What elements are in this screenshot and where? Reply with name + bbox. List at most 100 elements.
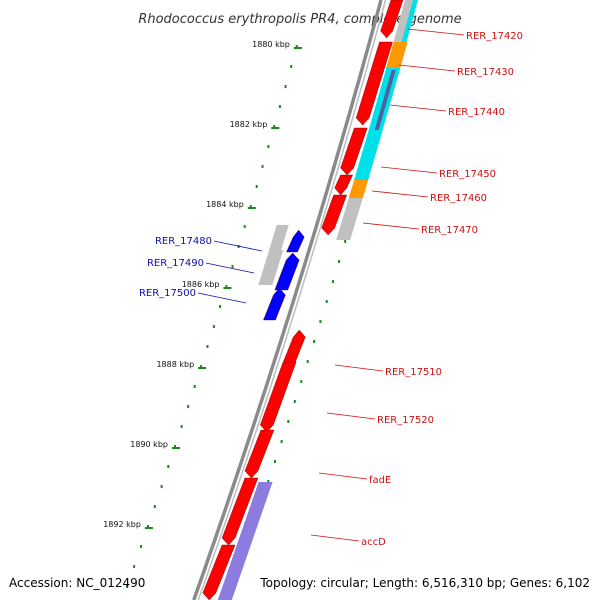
- tick-dot-right: [300, 380, 303, 383]
- tick-dot-left: [231, 265, 234, 268]
- tick-dot-left: [193, 385, 196, 388]
- tick-dot-left: [206, 345, 209, 348]
- tick-dot-right: [306, 360, 309, 363]
- kbp-label: 1880 kbp: [252, 40, 290, 49]
- tick-dot-left: [126, 585, 129, 588]
- tick-dot-left: [200, 365, 203, 368]
- kbp-label: 1882 kbp: [230, 120, 268, 129]
- gene-feature: [202, 544, 236, 600]
- gene-label: accD: [361, 537, 386, 548]
- tick-dot-left: [225, 285, 228, 288]
- tick-dot-right: [325, 300, 328, 303]
- gene-feature: [334, 174, 353, 196]
- tick-dot-left: [261, 165, 264, 168]
- gene-label: RER_17430: [457, 67, 514, 78]
- feature-band: [348, 180, 369, 198]
- leader-line: [318, 472, 368, 480]
- tick-dot-right: [280, 440, 283, 443]
- gene-feature: [340, 127, 368, 176]
- feature-band: [393, 0, 414, 42]
- gene-label: RER_17470: [421, 225, 478, 236]
- tick-dot-right: [313, 340, 316, 343]
- gene-label: RER_17490: [147, 258, 204, 269]
- tick-dot-left: [290, 65, 293, 68]
- tick-dot-left: [212, 325, 215, 328]
- tick-dot-left: [174, 445, 176, 448]
- tick-dot-left: [187, 405, 190, 408]
- gene-feature: [380, 0, 404, 39]
- genome-backbone: [192, 0, 387, 600]
- gene-feature: [355, 41, 393, 126]
- tick-dot-left: [180, 425, 183, 428]
- leader-line: [380, 166, 438, 174]
- kbp-label: 1892 kbp: [103, 520, 141, 529]
- leader-line: [389, 104, 447, 112]
- accession-text: Accession: NC_012490: [9, 576, 145, 590]
- feature-band: [374, 70, 396, 130]
- gene-feature: [244, 429, 275, 479]
- kbp-scale: 1880 kbp 1882 kbp 1884 kbp 1886 kbp 1888 kbp…: [103, 40, 302, 529]
- tick-dot-right: [331, 280, 334, 283]
- gene-feature: [221, 477, 259, 546]
- kbp-label: 1888 kbp: [156, 360, 194, 369]
- backbone-line-outer: [192, 0, 383, 600]
- leader-line: [213, 240, 263, 252]
- gene-label: RER_17510: [385, 367, 442, 378]
- tick-dot-left: [273, 125, 276, 128]
- tick-dot-right: [344, 240, 347, 243]
- gene-labels-left: RER_17480 RER_17490 RER_17500: [139, 236, 212, 299]
- gene-label: RER_17520: [377, 415, 434, 426]
- leader-line: [362, 222, 420, 230]
- gene-labels-right: RER_17420 RER_17430 RER_17440 RER_17450 RER_…: [361, 31, 523, 548]
- gene-feature: [321, 194, 347, 236]
- tick-dot-left: [295, 45, 298, 48]
- leader-line: [205, 262, 255, 274]
- feature-band: [336, 198, 363, 240]
- kbp-label: 1886 kbp: [182, 280, 220, 289]
- tick-dot-right: [274, 460, 276, 463]
- gene-label-leaders: [197, 28, 465, 542]
- feature-band: [269, 225, 289, 250]
- feature-band: [258, 250, 284, 285]
- leader-line: [398, 64, 456, 72]
- tick-dot-left: [219, 305, 222, 308]
- gene-label: RER_17460: [430, 193, 487, 204]
- tick-dot-left: [160, 485, 163, 488]
- tick-dot-right: [338, 260, 341, 263]
- gene-label: RER_17450: [439, 169, 496, 180]
- tick-dot-left: [249, 205, 252, 208]
- gene-label: RER_17420: [466, 31, 523, 42]
- feature-band: [400, 0, 418, 45]
- leader-line: [310, 534, 360, 542]
- gene-feature: [281, 329, 306, 366]
- leader-line: [326, 412, 376, 420]
- backbone-line-inner: [197, 0, 387, 600]
- leader-line: [197, 292, 247, 304]
- topology-text: Topology: circular; Length: 6,516,310 bp…: [259, 576, 590, 590]
- feature-band: [217, 482, 273, 600]
- gene-features: [202, 0, 418, 600]
- gene-label: RER_17480: [155, 236, 212, 247]
- tick-dot-left: [267, 145, 270, 148]
- gene-feature: [286, 229, 305, 253]
- tick-dot-right: [267, 480, 270, 483]
- tick-dot-right: [287, 420, 290, 423]
- gene-label: RER_17500: [139, 288, 196, 299]
- tick-dot-left: [147, 525, 149, 528]
- gene-label: fadE: [369, 475, 391, 486]
- kbp-label: 1884 kbp: [206, 200, 244, 209]
- leader-line: [334, 364, 384, 372]
- feature-band: [354, 130, 383, 180]
- leader-line: [407, 28, 465, 36]
- tick-dot-right: [293, 400, 296, 403]
- tick-dot-left: [284, 85, 287, 88]
- tick-dot-left: [243, 225, 246, 228]
- tick-dot-left: [133, 565, 136, 568]
- gene-feature: [260, 361, 297, 433]
- tick-dot-left: [153, 505, 156, 508]
- tick-dot-left: [140, 545, 143, 548]
- gene-label: RER_17440: [448, 107, 505, 118]
- gene-feature: [263, 287, 286, 321]
- kbp-label: 1890 kbp: [130, 440, 168, 449]
